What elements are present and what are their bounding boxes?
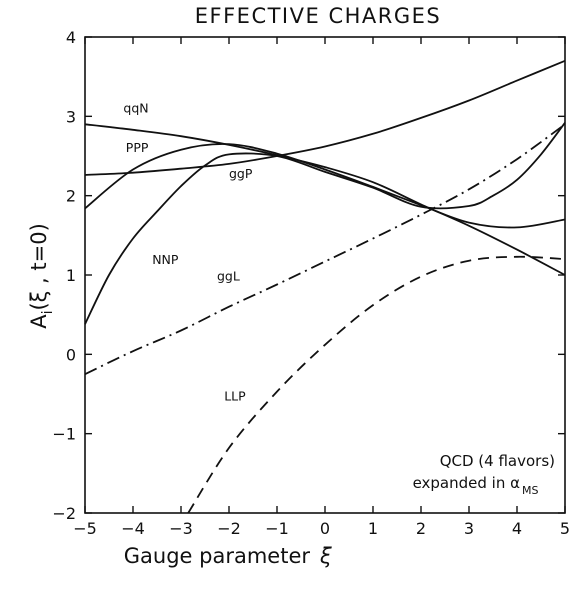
series-line-qqn (84, 123, 566, 276)
y-tick-label: 4 (66, 28, 76, 47)
x-tick-label: −2 (217, 519, 241, 538)
x-tick-label: 1 (368, 519, 378, 538)
plot-frame (84, 36, 566, 514)
series-line-ppp (84, 59, 566, 176)
series-line-nnp (84, 122, 566, 325)
x-tick-label: 0 (320, 519, 330, 538)
curve-label-ggl: ggL (217, 269, 240, 284)
curve-label-ggp: ggP (229, 166, 253, 181)
curve-label-qqn: qqN (123, 100, 148, 115)
x-axis-label: Gauge parameter ξ (124, 544, 332, 568)
x-axis-label-symbol: ξ (319, 544, 332, 568)
y-tick-label: 3 (66, 107, 76, 126)
y-tick-label: −2 (52, 504, 76, 523)
x-tick-label: 4 (512, 519, 522, 538)
series-line-llp (187, 255, 566, 514)
x-axis-label-text: Gauge parameter (124, 544, 311, 568)
chart-title: EFFECTIVE CHARGES (195, 4, 441, 28)
curve-label-ppp: PPP (126, 140, 149, 155)
x-tick-label: 3 (464, 519, 474, 538)
y-tick-label: −1 (52, 425, 76, 444)
y-axis-label-subscript: i (40, 311, 56, 315)
y-tick-label: 0 (66, 345, 76, 364)
y-axis-label-args: (ξ , t=0) (27, 223, 51, 310)
y-axis-label-text: Ai(ξ , t=0) (27, 223, 56, 329)
annotation-line-1: QCD (4 flavors) (440, 452, 555, 470)
series-line-ggl (84, 123, 566, 376)
x-tick-label: −1 (265, 519, 289, 538)
x-tick-label: −4 (121, 519, 145, 538)
x-tick-label: −5 (73, 519, 97, 538)
y-tick-label: 1 (66, 266, 76, 285)
y-axis-label: Ai(ξ , t=0) (27, 223, 56, 329)
y-tick-label: 2 (66, 187, 76, 206)
annotation-line-2: expanded in α (413, 474, 521, 492)
x-tick-label: −3 (169, 519, 193, 538)
x-tick-label: 2 (416, 519, 426, 538)
curve-label-llp: LLP (224, 388, 246, 403)
curve-label-nnp: NNP (152, 252, 179, 267)
annotation-line-2-subscript: MS (522, 484, 538, 497)
series-line-ggp (84, 143, 566, 229)
x-tick-label: 5 (560, 519, 570, 538)
